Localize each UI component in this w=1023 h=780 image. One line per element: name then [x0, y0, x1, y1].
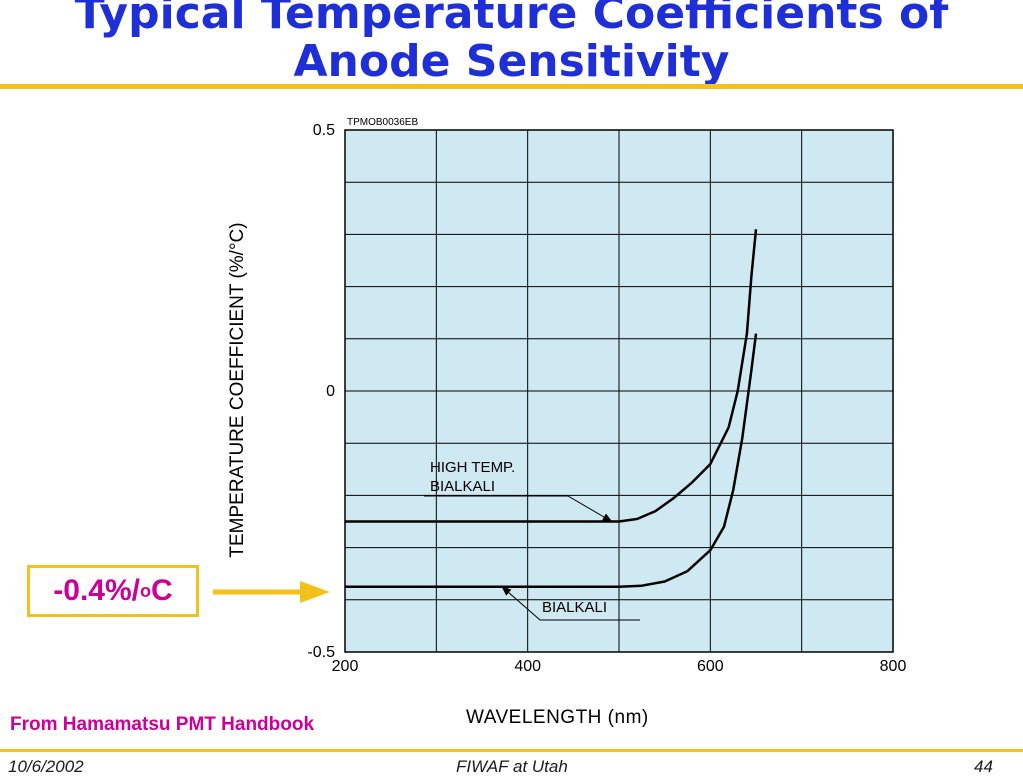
callout-value: -0.4%/: [53, 574, 141, 607]
footer-venue: FIWAF at Utah: [456, 757, 568, 776]
callout-unit: C: [151, 574, 173, 607]
annotation-high-temp-label: HIGH TEMP.: [430, 459, 515, 476]
callout-arrow: [213, 581, 330, 603]
gridlines: [345, 130, 893, 652]
footer-page-number: 44: [974, 757, 993, 776]
x-axis-label: WAVELENGTH (nm): [466, 707, 649, 728]
annotation-bialkali-leader: [501, 586, 640, 621]
series-high-temp-bialkali: [345, 229, 758, 523]
annotation-bialkali-label: BIALKALI: [542, 599, 607, 616]
title-divider: [0, 84, 1023, 89]
source-credit: From Hamamatsu PMT Handbook: [10, 714, 315, 735]
figure-code: TPMOB0036EB: [347, 117, 418, 128]
callout-arrow-head: [300, 581, 330, 603]
x-tick-label: 200: [332, 658, 359, 675]
x-tick-label: 400: [514, 658, 541, 675]
series-layer: [345, 229, 758, 589]
slide-title-line2: Anode Sensitivity: [293, 36, 730, 87]
annotation-high-temp-label: BIALKALI: [430, 478, 495, 495]
callout-degree: o: [140, 580, 152, 601]
x-tick-label: 600: [697, 658, 724, 675]
y-tick-label: 0: [326, 383, 335, 400]
annotation-high-temp-leader: [424, 495, 613, 523]
y-axis-label: TEMPERATURE COEFFICIENT (%/°C): [227, 222, 248, 558]
annotation-layer: HIGH TEMP. BIALKALI BIALKALI: [424, 459, 640, 621]
y-tick-label: -0.5: [307, 644, 335, 661]
tick-labels: 200 400 600 800 0.5 0 -0.5: [307, 122, 906, 675]
x-tick-label: 800: [880, 658, 907, 675]
footer-divider: [0, 749, 1023, 752]
y-tick-label: 0.5: [313, 122, 335, 139]
footer-date: 10/6/2002: [8, 757, 84, 776]
callout-box: -0.4%/o C: [27, 565, 199, 617]
slide-title-line1: Typical Temperature Coefficients of: [74, 0, 949, 39]
series-bialkali: [345, 333, 758, 589]
